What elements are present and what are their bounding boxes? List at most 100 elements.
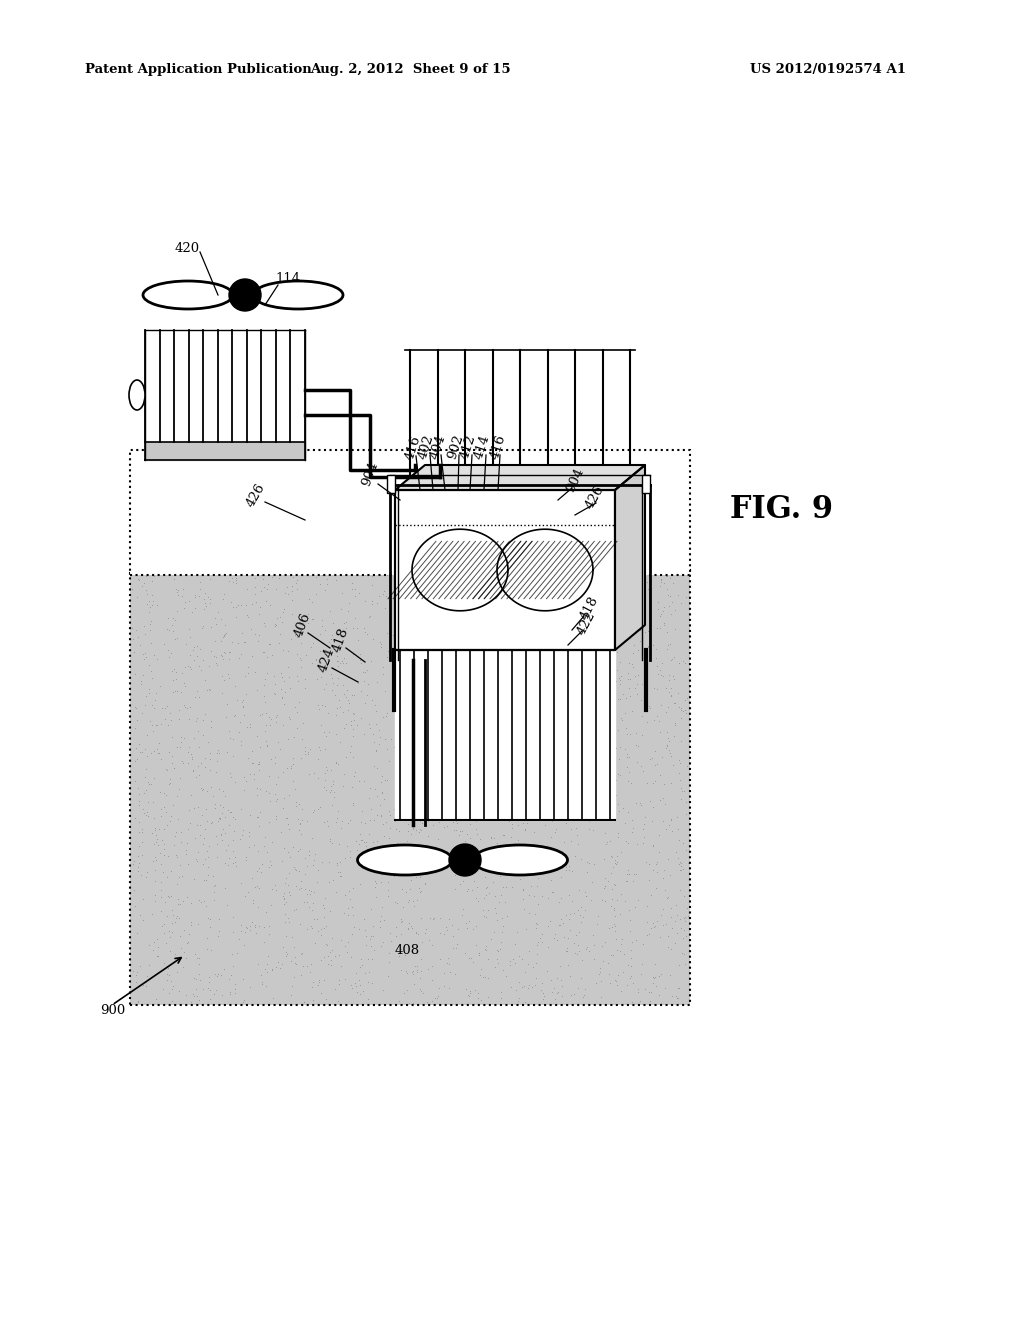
Point: [289, 578, 305, 599]
Point: [527, 573, 544, 594]
Point: [543, 970, 559, 991]
Point: [429, 829, 445, 850]
Point: [295, 954, 311, 975]
Point: [632, 631, 648, 652]
Point: [620, 663, 636, 684]
Point: [393, 960, 410, 981]
Point: [634, 954, 650, 975]
Point: [333, 598, 349, 619]
Point: [318, 779, 335, 800]
Point: [547, 639, 563, 660]
Point: [292, 871, 308, 892]
Point: [253, 704, 269, 725]
Point: [539, 562, 555, 583]
Point: [486, 898, 503, 919]
Point: [428, 623, 444, 644]
Point: [133, 671, 150, 692]
Point: [221, 642, 238, 663]
Point: [185, 968, 202, 989]
Point: [375, 664, 391, 685]
Point: [644, 859, 660, 880]
Point: [166, 758, 182, 779]
Point: [511, 766, 527, 787]
Point: [548, 619, 564, 640]
Point: [389, 833, 406, 854]
Point: [507, 953, 523, 974]
Point: [145, 808, 162, 829]
Point: [596, 672, 612, 693]
Point: [567, 925, 584, 946]
Point: [129, 861, 145, 882]
Point: [368, 701, 384, 722]
Point: [643, 638, 659, 659]
Point: [547, 924, 563, 945]
Point: [565, 697, 582, 718]
Point: [496, 698, 512, 719]
Point: [459, 880, 475, 902]
Point: [303, 591, 319, 612]
Point: [403, 917, 420, 939]
Point: [667, 669, 683, 690]
Point: [384, 859, 400, 880]
Point: [257, 975, 273, 997]
Point: [349, 982, 366, 1003]
Point: [399, 701, 416, 722]
Point: [172, 854, 188, 875]
Point: [346, 916, 362, 937]
Point: [509, 809, 525, 830]
Point: [278, 808, 294, 829]
Point: [654, 810, 671, 832]
Point: [374, 896, 390, 917]
Point: [138, 565, 155, 586]
Point: [194, 805, 210, 826]
Point: [536, 667, 552, 688]
Point: [304, 854, 321, 875]
Point: [598, 620, 614, 642]
Point: [507, 859, 523, 880]
Text: 418: 418: [330, 626, 351, 653]
Point: [495, 672, 511, 693]
Point: [608, 974, 625, 995]
Point: [358, 660, 375, 681]
Point: [646, 916, 663, 937]
Polygon shape: [412, 529, 508, 611]
Point: [633, 689, 649, 710]
Point: [202, 680, 218, 701]
Point: [483, 787, 500, 808]
Point: [153, 805, 169, 826]
Point: [525, 821, 542, 842]
Point: [617, 688, 634, 709]
Point: [334, 651, 350, 672]
Point: [261, 634, 278, 655]
Point: [526, 791, 543, 812]
Point: [398, 851, 415, 873]
Point: [173, 663, 189, 684]
Point: [552, 577, 568, 598]
Point: [345, 746, 361, 767]
Point: [206, 983, 222, 1005]
Point: [216, 583, 232, 605]
Point: [628, 605, 644, 626]
Point: [510, 734, 526, 755]
Point: [351, 643, 368, 664]
Point: [454, 755, 470, 776]
Point: [142, 660, 159, 681]
Point: [494, 921, 510, 942]
Point: [402, 837, 419, 858]
Point: [203, 776, 219, 797]
Point: [181, 619, 198, 640]
Point: [364, 574, 380, 595]
Point: [498, 709, 514, 730]
Circle shape: [229, 279, 261, 312]
Point: [244, 752, 260, 774]
Point: [238, 917, 254, 939]
Point: [135, 664, 152, 685]
Point: [134, 643, 151, 664]
Point: [335, 612, 351, 634]
Point: [562, 904, 579, 925]
Point: [315, 946, 332, 968]
Point: [652, 964, 669, 985]
Point: [199, 927, 215, 948]
Point: [252, 801, 268, 822]
Point: [644, 966, 660, 987]
